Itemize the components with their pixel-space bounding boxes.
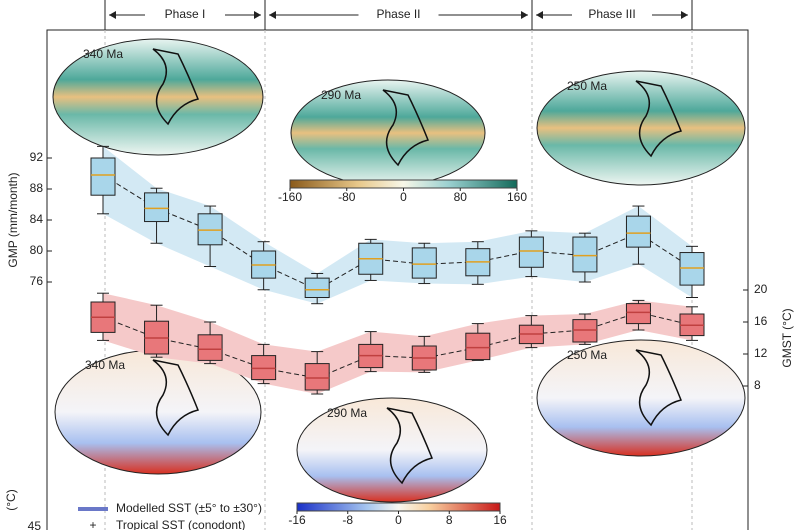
- colorbar-tick-label: 8: [446, 513, 453, 527]
- box: [411, 247, 437, 279]
- y-tick-label: 88: [30, 181, 44, 195]
- box: [90, 157, 116, 196]
- y-tick-label: 84: [30, 212, 44, 226]
- colorbar-tick-label: 80: [454, 190, 468, 204]
- y2-tick-label: 12: [754, 346, 768, 360]
- y-axis-label: GMP (mm/month): [6, 172, 20, 267]
- lower-tick-label: 45: [28, 519, 42, 530]
- box: [304, 277, 330, 298]
- continent: [635, 80, 683, 158]
- colorbar: [289, 179, 518, 189]
- map-label: 290 Ma: [321, 88, 361, 102]
- y2-tick-label: 16: [754, 314, 768, 328]
- box: [197, 213, 223, 246]
- map: [536, 339, 746, 457]
- box: [465, 332, 491, 361]
- range-band: [103, 146, 692, 304]
- y-tick-label: 80: [30, 243, 44, 257]
- colorbar: [296, 502, 501, 512]
- legend-label: Modelled SST (±5° to ±30°): [116, 501, 262, 515]
- y-tick-label: 92: [30, 150, 44, 164]
- colorbar-tick-label: 0: [395, 513, 402, 527]
- map-label: 250 Ma: [567, 79, 607, 93]
- legend-label: Tropical SST (conodont): [116, 518, 245, 530]
- lower-axis-label: (°C): [4, 489, 18, 510]
- map-label: 340 Ma: [83, 47, 123, 61]
- box: [251, 355, 277, 381]
- map: [536, 70, 746, 186]
- range-band: [103, 293, 692, 394]
- box: [572, 236, 598, 273]
- colorbar-tick-label: -8: [342, 513, 353, 527]
- continent: [382, 89, 430, 167]
- colorbar-tick-label: -160: [278, 190, 302, 204]
- plot-frame: [46, 29, 749, 530]
- box: [625, 303, 651, 325]
- y2-tick-label: 8: [754, 378, 761, 392]
- continent: [152, 359, 200, 437]
- legend-marker: +: [89, 518, 96, 530]
- box: [197, 334, 223, 361]
- continent: [386, 407, 434, 485]
- colorbar-tick-label: 16: [493, 513, 507, 527]
- phase-label: Phase III: [588, 7, 635, 21]
- box: [518, 236, 544, 268]
- map-label: 290 Ma: [327, 406, 367, 420]
- map-label: 340 Ma: [85, 358, 125, 372]
- colorbar-tick-label: 0: [400, 190, 407, 204]
- colorbar-tick-label: -16: [288, 513, 306, 527]
- phase-label: Phase I: [165, 7, 206, 21]
- box: [679, 252, 705, 286]
- y2-tick-label: 20: [754, 282, 768, 296]
- map: [52, 38, 264, 156]
- box: [304, 363, 330, 391]
- box: [572, 319, 598, 343]
- y2-axis-label: GMST (°C): [780, 308, 794, 367]
- phase-label: Phase II: [376, 7, 420, 21]
- box: [625, 215, 651, 248]
- continent: [152, 48, 200, 126]
- colorbar-tick-label: -80: [338, 190, 356, 204]
- colorbar-tick-label: 160: [507, 190, 527, 204]
- map-label: 250 Ma: [567, 348, 607, 362]
- y-tick-label: 76: [30, 274, 44, 288]
- box: [144, 192, 170, 223]
- continent: [635, 349, 683, 427]
